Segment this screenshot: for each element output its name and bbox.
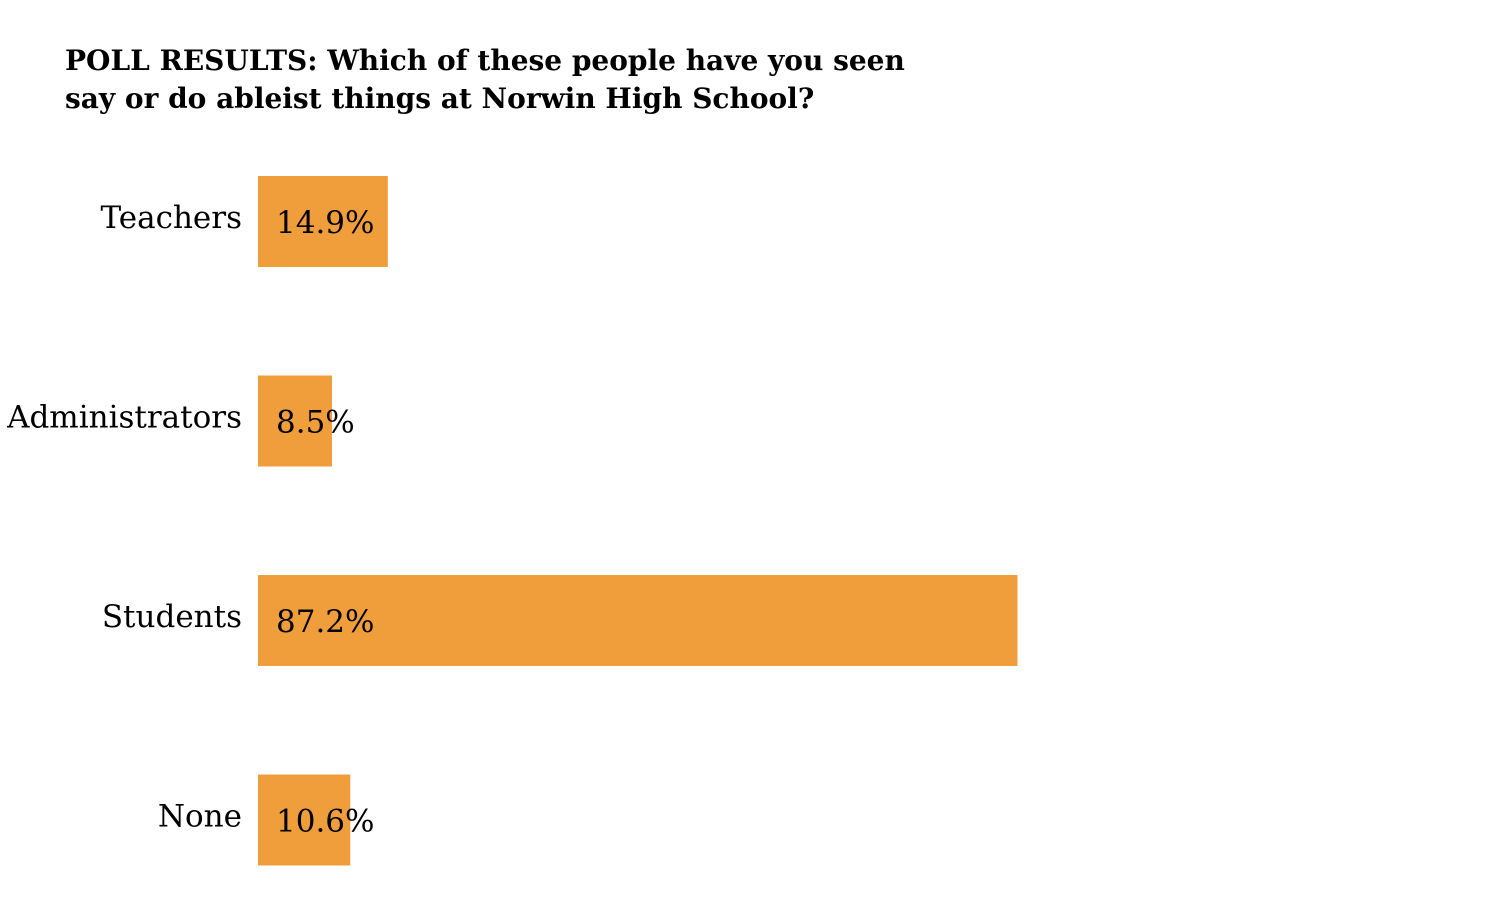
data-label-none: 10.6% xyxy=(276,804,374,840)
bar-teachers xyxy=(258,176,388,267)
chart-title: POLL RESULTS: Which of these people have… xyxy=(65,42,1025,118)
category-label-none: None xyxy=(158,799,242,835)
data-label-students: 87.2% xyxy=(276,604,374,640)
data-label-administrators: 8.5% xyxy=(276,405,355,441)
category-label-teachers: Teachers xyxy=(101,200,243,236)
chart-title-line-1: POLL RESULTS: Which of these people have… xyxy=(65,44,905,77)
bar-none xyxy=(258,774,351,866)
data-label-teachers: 14.9% xyxy=(276,205,374,241)
chart-title-line-2: say or do ableist things at Norwin High … xyxy=(65,82,815,115)
bar-administrators xyxy=(258,375,332,467)
category-label-administrators: Administrators xyxy=(6,400,242,436)
bar-students xyxy=(258,575,1018,666)
category-label-students: Students xyxy=(102,599,242,635)
